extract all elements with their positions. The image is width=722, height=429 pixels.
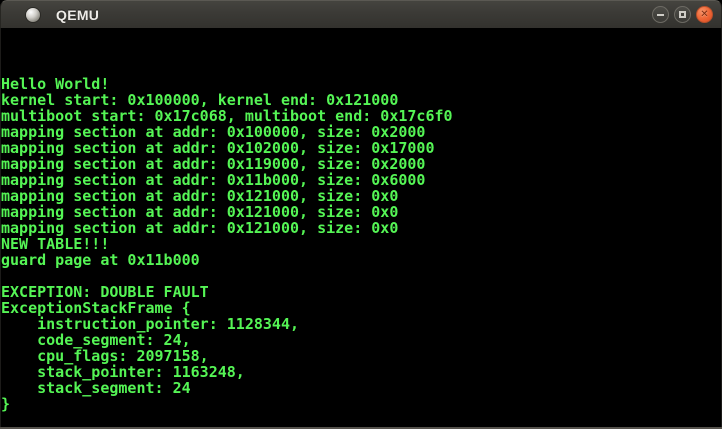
terminal-line: cpu_flags: 2097158, bbox=[1, 347, 209, 365]
terminal-line: ExceptionStackFrame { bbox=[1, 299, 191, 317]
window-title: QEMU bbox=[56, 6, 100, 23]
terminal-line: mapping section at addr: 0x102000, size:… bbox=[1, 139, 435, 157]
terminal-line bbox=[1, 412, 721, 428]
terminal-line bbox=[1, 28, 721, 44]
terminal-screen[interactable]: Hello World! kernel start: 0x100000, kern… bbox=[1, 28, 721, 428]
terminal-line: mapping section at addr: 0x121000, size:… bbox=[1, 219, 399, 237]
terminal-line: mapping section at addr: 0x121000, size:… bbox=[1, 203, 399, 221]
titlebar[interactable]: QEMU ✕ bbox=[0, 0, 722, 28]
terminal-line: stack_segment: 24 bbox=[1, 379, 191, 397]
window-border-left bbox=[0, 28, 1, 427]
terminal-line bbox=[1, 268, 721, 284]
minimize-icon bbox=[657, 14, 664, 16]
terminal-line: instruction_pointer: 1128344, bbox=[1, 315, 300, 333]
terminal-line bbox=[1, 60, 721, 76]
terminal-line: EXCEPTION: DOUBLE FAULT bbox=[1, 283, 209, 301]
window-border-bottom bbox=[0, 427, 722, 429]
qemu-app-icon bbox=[26, 7, 40, 22]
terminal-line: mapping section at addr: 0x11b000, size:… bbox=[1, 171, 426, 189]
terminal-line: kernel start: 0x100000, kernel end: 0x12… bbox=[1, 91, 399, 109]
maximize-icon bbox=[679, 11, 686, 18]
window-controls: ✕ bbox=[652, 6, 713, 23]
terminal-line: mapping section at addr: 0x121000, size:… bbox=[1, 187, 399, 205]
maximize-button[interactable] bbox=[674, 6, 691, 23]
close-button[interactable]: ✕ bbox=[696, 6, 713, 23]
terminal-line bbox=[1, 44, 721, 60]
terminal-line: guard page at 0x11b000 bbox=[1, 251, 200, 269]
minimize-button[interactable] bbox=[652, 6, 669, 23]
terminal-line: Hello World! bbox=[1, 75, 110, 93]
terminal-line: NEW TABLE!!! bbox=[1, 235, 110, 253]
terminal-line: mapping section at addr: 0x100000, size:… bbox=[1, 123, 426, 141]
terminal-line: multiboot start: 0x17c068, multiboot end… bbox=[1, 107, 453, 125]
terminal-line: mapping section at addr: 0x119000, size:… bbox=[1, 155, 426, 173]
terminal-line: code_segment: 24, bbox=[1, 331, 191, 349]
close-icon: ✕ bbox=[700, 9, 709, 20]
terminal-line: stack_pointer: 1163248, bbox=[1, 363, 245, 381]
terminal-line: } bbox=[1, 395, 11, 413]
